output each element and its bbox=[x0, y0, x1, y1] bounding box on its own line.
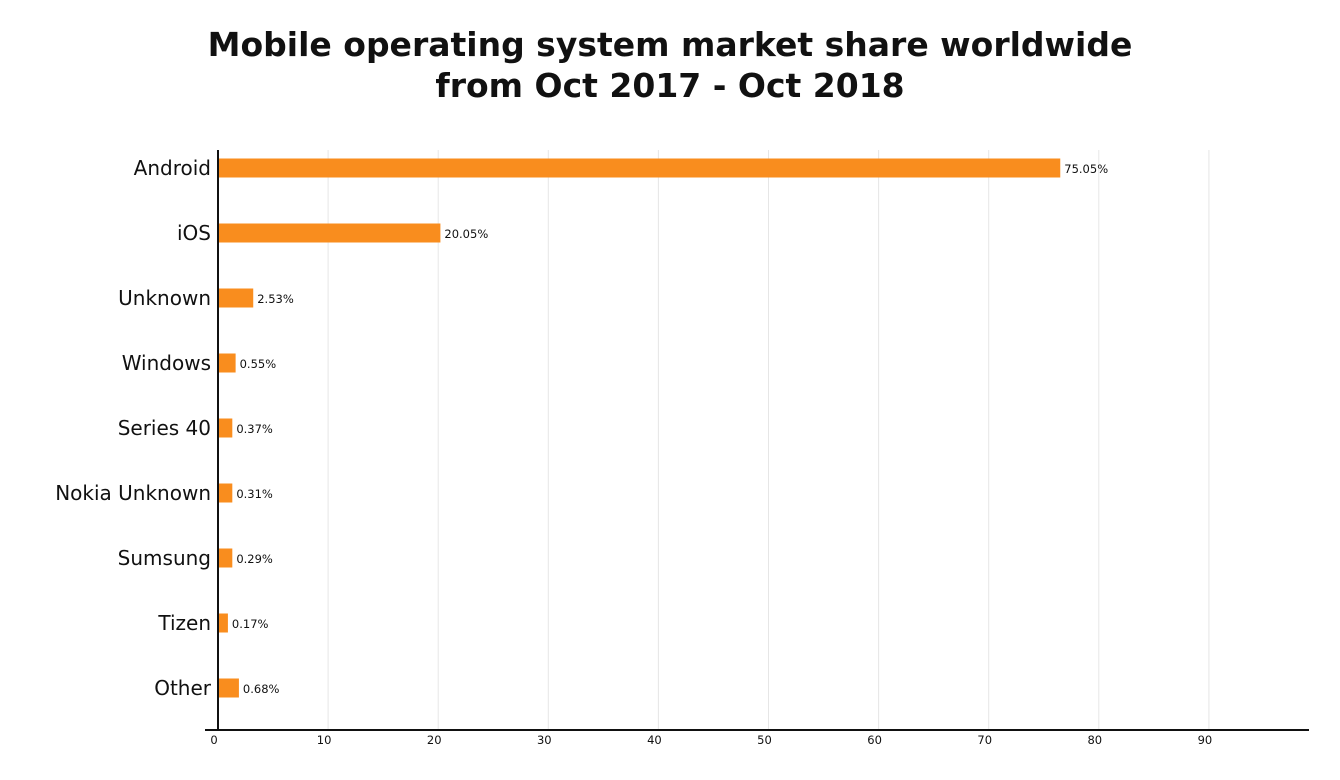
category-label: Android bbox=[134, 156, 211, 180]
data-label: 20.05% bbox=[444, 227, 488, 241]
category-label: Sumsung bbox=[118, 546, 211, 570]
category-label: iOS bbox=[177, 221, 211, 245]
bar bbox=[218, 613, 228, 633]
x-tick-label: 90 bbox=[1198, 733, 1213, 747]
data-label: 75.05% bbox=[1064, 162, 1108, 176]
category-label: Unknown bbox=[118, 286, 211, 310]
data-label: 2.53% bbox=[257, 292, 294, 306]
x-tick-label: 50 bbox=[757, 733, 772, 747]
x-tick-label: 20 bbox=[427, 733, 442, 747]
chart-title: Mobile operating system market share wor… bbox=[0, 24, 1340, 106]
x-tick-label: 80 bbox=[1087, 733, 1102, 747]
bar bbox=[218, 548, 233, 568]
labels: 0 10 20 30 40 50 60 70 80 90 Android 75.05% iOS 20.05… bbox=[55, 156, 1212, 747]
data-label: 0.37% bbox=[236, 422, 273, 436]
bar bbox=[218, 483, 233, 503]
x-tick-label: 10 bbox=[317, 733, 332, 747]
chart-title-line-2: from Oct 2017 - Oct 2018 bbox=[435, 66, 905, 105]
x-tick-label: 70 bbox=[977, 733, 992, 747]
bar bbox=[218, 288, 254, 308]
bar bbox=[218, 223, 441, 243]
x-tick-label: 30 bbox=[537, 733, 552, 747]
bar bbox=[218, 418, 233, 438]
bar bbox=[218, 158, 1061, 178]
category-label: Tizen bbox=[157, 611, 211, 635]
category-label: Nokia Unknown bbox=[55, 481, 211, 505]
x-tick-label: 60 bbox=[867, 733, 882, 747]
bars bbox=[218, 158, 1061, 698]
x-tick-label: 40 bbox=[647, 733, 662, 747]
data-label: 0.68% bbox=[243, 682, 280, 696]
bar bbox=[218, 353, 236, 373]
data-label: 0.31% bbox=[236, 487, 273, 501]
data-label: 0.29% bbox=[236, 552, 273, 566]
category-label: Windows bbox=[122, 351, 211, 375]
gridlines bbox=[327, 150, 1210, 730]
x-tick-label: 0 bbox=[210, 733, 217, 747]
data-label: 0.17% bbox=[232, 617, 269, 631]
category-label: Other bbox=[154, 676, 212, 700]
axes bbox=[205, 150, 1309, 731]
category-label: Series 40 bbox=[118, 416, 211, 440]
chart-title-line-1: Mobile operating system market share wor… bbox=[207, 25, 1133, 64]
bar bbox=[218, 678, 239, 698]
data-label: 0.55% bbox=[240, 357, 277, 371]
